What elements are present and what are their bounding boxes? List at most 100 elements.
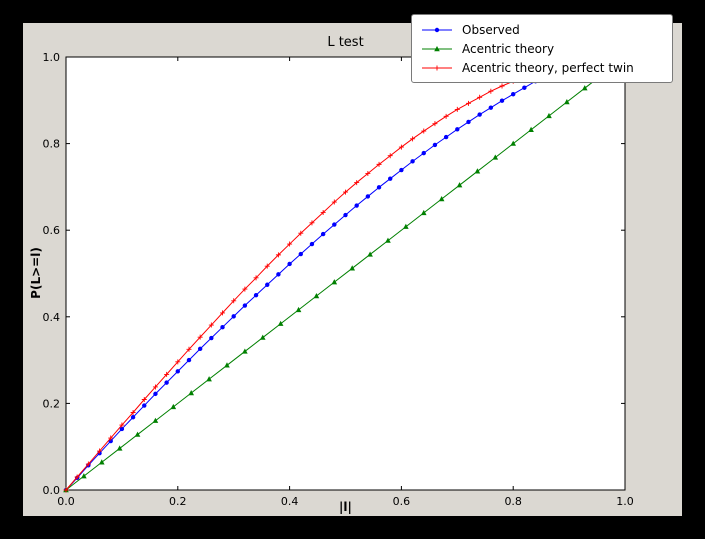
triangle-marker (313, 293, 320, 299)
plus-marker (197, 334, 203, 340)
plus-marker (253, 275, 259, 281)
figure-area: 0.0 0.2 0.4 0.6 0.8 1.0 0.0 0.2 0.4 0.6 0.8 1.0 L t… (23, 23, 682, 516)
plus-marker (186, 346, 192, 352)
plus-marker (320, 209, 326, 215)
plus-marker (208, 322, 214, 328)
circle-marker (320, 231, 326, 237)
circle-marker (242, 303, 248, 308)
circle-marker (175, 369, 180, 374)
plus-marker (175, 359, 181, 365)
plus-marker (97, 448, 103, 454)
series-circle (63, 72, 549, 493)
legend-item: Observed (420, 20, 664, 39)
triangle-marker (474, 168, 481, 174)
circle-marker (298, 251, 303, 257)
circle-marker (488, 105, 494, 110)
circle-marker (354, 203, 359, 208)
legend-swatch (422, 65, 452, 70)
plus-marker (434, 65, 440, 70)
x-tick-label: 1.0 (616, 495, 634, 508)
y-tick-label: 0.0 (43, 484, 61, 497)
plus-marker (477, 94, 483, 100)
plus-marker (365, 170, 371, 176)
y-tick-label: 0.8 (43, 138, 61, 151)
circle-marker (153, 391, 158, 397)
legend-item: Acentric theory (420, 39, 664, 58)
circle-marker (365, 194, 371, 199)
plus-marker (354, 180, 360, 186)
triangle-marker (242, 348, 248, 354)
y-tick-label: 0.4 (43, 311, 61, 324)
plus-marker (74, 474, 80, 480)
circle-marker (466, 119, 471, 125)
triangle-marker (492, 154, 499, 160)
legend: Observed Acentric theory Acentric theory, … (411, 14, 673, 83)
x-tick-label: 0.8 (504, 495, 522, 508)
y-tick-label: 0.6 (43, 224, 61, 237)
plus-marker (220, 310, 226, 316)
legend-item: Acentric theory, perfect twin (420, 58, 664, 77)
plus-marker (309, 220, 315, 226)
plus-marker (421, 128, 427, 134)
circle-marker (522, 85, 527, 90)
triangle-marker (188, 390, 195, 396)
circle-marker (511, 92, 516, 97)
circle-marker (186, 357, 192, 363)
plus-marker (432, 121, 438, 127)
triangle-marker (134, 431, 141, 437)
circle-marker (265, 282, 270, 287)
circle-marker (197, 346, 203, 352)
triangle-marker (510, 140, 516, 146)
circle-marker (287, 261, 292, 267)
circle-marker (343, 212, 348, 218)
circle-marker (231, 314, 236, 319)
circle-marker (410, 159, 415, 164)
y-tick-label: 0.2 (43, 397, 61, 410)
triangle-marker (581, 85, 588, 91)
circle-marker (421, 150, 426, 156)
triangle-marker (403, 223, 409, 229)
triangle-marker (81, 473, 87, 479)
legend-label: Acentric theory, perfect twin (462, 60, 634, 75)
triangle-marker (546, 112, 552, 119)
plus-marker (410, 136, 416, 142)
circle-marker (253, 292, 259, 298)
plus-marker (443, 113, 449, 119)
legend-label: Observed (462, 22, 520, 37)
plus-marker (376, 161, 382, 167)
plus-marker (331, 199, 337, 205)
circle-marker (432, 142, 438, 148)
plus-marker (242, 286, 248, 292)
plus-marker (488, 88, 494, 94)
triangle-marker (152, 417, 159, 423)
triangle-marker (331, 279, 338, 285)
circle-marker (142, 403, 147, 408)
triangle-marker (259, 334, 266, 340)
series-line (65, 68, 547, 491)
plus-marker (275, 252, 281, 258)
plus-marker (454, 106, 460, 112)
circle-marker (209, 335, 214, 341)
plus-marker (85, 461, 91, 467)
circle-marker (388, 176, 393, 181)
plus-marker (264, 263, 270, 269)
legend-label: Acentric theory (462, 41, 555, 56)
triangle-marker (434, 45, 440, 51)
circle-marker (443, 134, 449, 140)
circle-marker (477, 112, 482, 117)
triangle-marker (438, 196, 445, 202)
triangle-marker (206, 376, 212, 382)
plus-marker (164, 371, 170, 377)
plus-marker (298, 230, 304, 236)
plus-marker (465, 100, 471, 106)
triangle-marker (367, 251, 373, 257)
triangle-marker (420, 209, 427, 216)
triangle-marker (224, 362, 230, 368)
triangle-marker (385, 237, 391, 243)
x-tick-label: 0.4 (281, 495, 299, 508)
x-axis-label: |l| (339, 500, 352, 514)
circle-marker (499, 98, 505, 103)
triangle-marker (528, 126, 534, 132)
legend-swatch (422, 45, 452, 51)
triangle-marker (564, 99, 570, 105)
